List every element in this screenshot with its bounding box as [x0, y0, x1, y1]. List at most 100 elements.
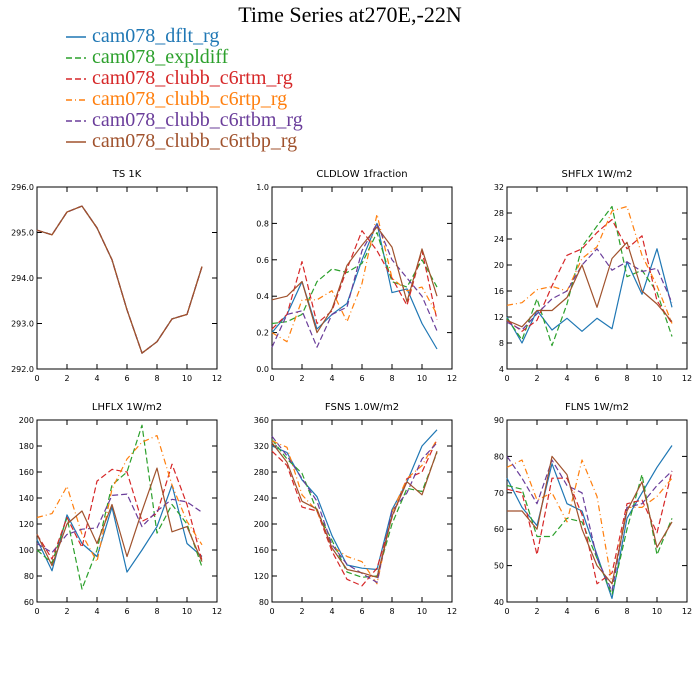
x-tick-label: 12 [447, 374, 457, 383]
x-tick-label: 0 [269, 607, 274, 616]
y-tick-label: 40 [494, 598, 504, 607]
plot-frame [271, 419, 453, 603]
plot-frame [36, 186, 218, 370]
x-tick-label: 10 [417, 374, 427, 383]
x-tick-label: 4 [94, 607, 99, 616]
series-line [271, 222, 438, 348]
y-tick-label: 292.0 [11, 365, 34, 374]
x-tick-label: 4 [329, 374, 334, 383]
panel-title: CLDLOW 1fraction [316, 169, 407, 180]
x-tick-label: 0 [34, 374, 39, 383]
y-tick-label: 80 [24, 572, 34, 581]
y-tick-label: 60 [24, 598, 34, 607]
y-tick-label: 20 [494, 261, 504, 270]
x-tick-label: 10 [417, 607, 427, 616]
legend-swatch [66, 98, 86, 101]
series-line [506, 470, 673, 585]
y-tick-label: 0.6 [256, 256, 269, 265]
y-tick-label: 16 [494, 287, 504, 296]
series-line [506, 248, 673, 344]
y-tick-label: 295.0 [11, 229, 34, 238]
chart-panel: TS 1K 0 2 4 6 8 10 12 292.0 293.0 294.0 295.0 296.0 [11, 169, 222, 383]
series-line [271, 213, 438, 343]
series-line [271, 226, 438, 334]
x-tick-label: 2 [534, 374, 539, 383]
series-line [506, 241, 673, 328]
y-tick-label: 180 [19, 442, 34, 451]
legend-item: cam078_clubb_c6rtp_rg [66, 88, 303, 110]
legend-label: cam078_clubb_c6rtm_rg [92, 67, 293, 89]
y-tick-label: 24 [494, 235, 504, 244]
series-line [506, 456, 673, 592]
y-tick-label: 200 [19, 416, 34, 425]
legend-item: cam078_expldiff [66, 46, 303, 68]
y-tick-label: 60 [494, 525, 504, 534]
chart-panel: FLNS 1W/m2 0 2 4 6 8 10 12 40 50 60 70 80 90 [494, 402, 692, 616]
x-tick-label: 12 [682, 607, 692, 616]
legend-swatch [66, 140, 86, 143]
y-tick-label: 280 [254, 468, 269, 477]
x-tick-label: 6 [124, 607, 129, 616]
y-tick-label: 0.0 [256, 365, 269, 374]
x-tick-label: 10 [182, 607, 192, 616]
x-tick-label: 4 [564, 607, 569, 616]
series-line [271, 439, 438, 587]
page-title: Time Series at270E,-22N [238, 2, 462, 27]
y-tick-label: 100 [19, 546, 34, 555]
x-tick-label: 10 [182, 374, 192, 383]
series-line [506, 474, 673, 596]
series-line [36, 435, 203, 563]
series-line [36, 205, 203, 354]
x-tick-label: 0 [34, 607, 39, 616]
y-tick-label: 80 [494, 452, 504, 461]
panel-title: FSNS 1.0W/m2 [325, 402, 399, 413]
series-line [271, 429, 438, 571]
y-tick-label: 0.2 [256, 329, 269, 338]
y-tick-label: 0.8 [256, 219, 269, 228]
y-tick-label: 120 [19, 520, 34, 529]
x-tick-label: 6 [124, 374, 129, 383]
y-tick-label: 160 [19, 468, 34, 477]
legend-label: cam078_dflt_rg [92, 25, 220, 47]
y-tick-label: 28 [494, 209, 504, 218]
legend-label: cam078_clubb_c6rtp_rg [92, 88, 288, 110]
legend-swatch [66, 77, 86, 80]
y-tick-label: 8 [499, 339, 504, 348]
series-line [36, 205, 203, 354]
y-tick-label: 296.0 [11, 183, 34, 192]
plot-frame [36, 419, 218, 603]
chart-panel: CLDLOW 1fraction 0 2 4 6 8 10 12 0.0 0.2 0.4 0.6 0.8… [256, 169, 457, 383]
series-line [271, 435, 438, 584]
y-tick-label: 294.0 [11, 274, 34, 283]
x-tick-label: 8 [389, 374, 394, 383]
series-line [507, 455, 673, 585]
y-tick-label: 90 [494, 416, 504, 425]
series-line [506, 459, 673, 585]
x-tick-label: 2 [534, 607, 539, 616]
series-line [36, 205, 203, 354]
legend-item: cam078_dflt_rg [66, 25, 303, 47]
legend-label: cam078_clubb_c6rtbp_rg [92, 130, 298, 152]
series-line [271, 231, 438, 325]
x-tick-label: 12 [682, 374, 692, 383]
y-tick-label: 12 [494, 313, 504, 322]
plot-frame [506, 419, 688, 603]
legend-label: cam078_clubb_c6rtbm_rg [92, 109, 303, 131]
plot-frame [271, 186, 453, 370]
x-tick-label: 2 [64, 607, 69, 616]
series-line [271, 439, 438, 585]
y-tick-label: 70 [494, 489, 504, 498]
x-tick-label: 12 [212, 374, 222, 383]
y-tick-label: 1.0 [256, 183, 269, 192]
x-tick-label: 12 [447, 607, 457, 616]
y-tick-label: 120 [254, 572, 269, 581]
legend-label: cam078_expldiff [92, 46, 229, 68]
series-line [36, 493, 203, 554]
x-tick-label: 2 [299, 607, 304, 616]
legend: cam078_dflt_rg cam078_expldiff cam078_club… [66, 25, 303, 152]
series-line [506, 205, 673, 324]
x-tick-label: 4 [564, 374, 569, 383]
panel-title: LHFLX 1W/m2 [92, 402, 162, 413]
